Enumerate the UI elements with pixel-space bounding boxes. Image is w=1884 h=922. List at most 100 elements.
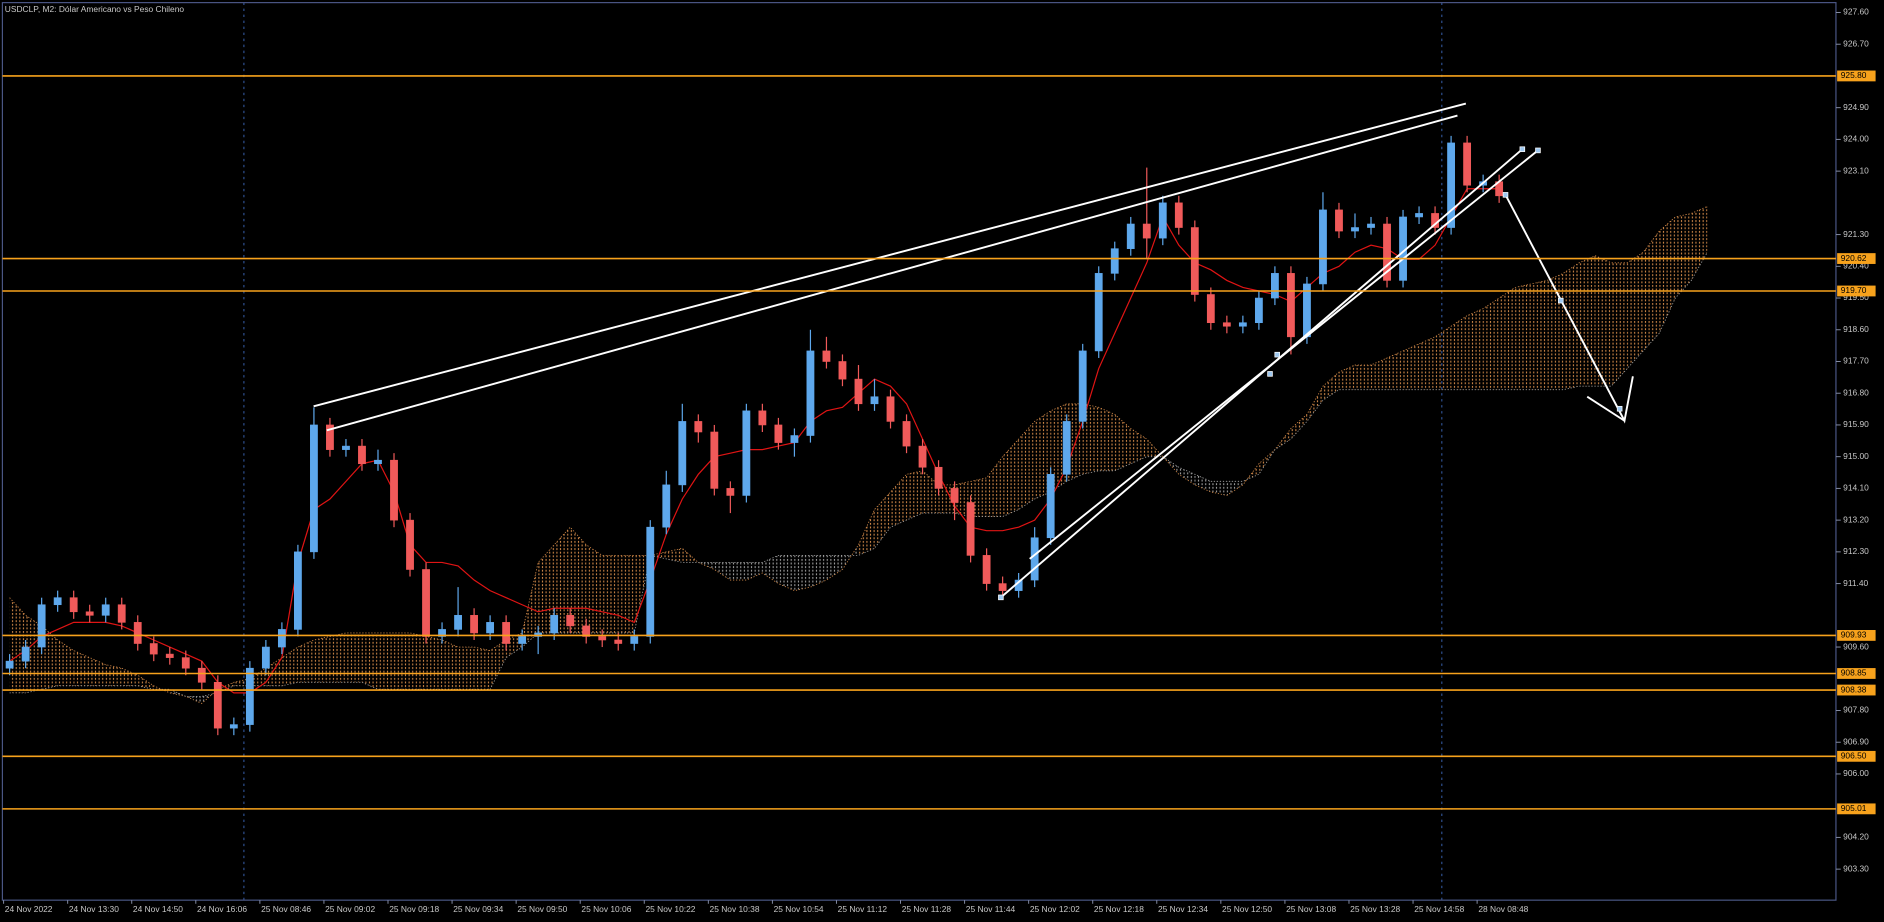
anchor-point — [1616, 405, 1623, 412]
x-tick-label: 25 Nov 11:12 — [838, 904, 888, 914]
cloud-segment — [73, 650, 90, 686]
cloud-segment — [297, 639, 314, 683]
x-tick-label: 25 Nov 12:34 — [1158, 904, 1208, 914]
cloud-segment — [329, 632, 346, 683]
cloud-segment — [570, 527, 587, 633]
cloud-segment — [1354, 365, 1372, 390]
y-tick-label: 912.30 — [1843, 546, 1869, 556]
cloud-segment — [1387, 350, 1404, 390]
cloud-boundary — [9, 251, 1708, 697]
candle-body — [181, 657, 190, 669]
y-tick-label: 911.40 — [1843, 578, 1868, 588]
cloud-segment — [1002, 439, 1019, 517]
candle-body — [630, 636, 639, 644]
cloud-segment — [1451, 315, 1468, 390]
candle-body — [758, 410, 767, 426]
candle-body — [550, 615, 559, 634]
candle-body — [678, 421, 687, 486]
x-tick-label: 25 Nov 12:50 — [1222, 904, 1272, 914]
cloud-segment — [602, 555, 619, 633]
cloud-segment — [458, 647, 475, 690]
candle-body — [1367, 223, 1375, 228]
y-tick-label: 909.60 — [1843, 641, 1869, 651]
candle-body — [1463, 142, 1472, 186]
cloud-segment — [121, 668, 138, 686]
candle-body — [1415, 213, 1423, 218]
cloud-segment — [1290, 414, 1307, 440]
candle-body — [1126, 223, 1135, 249]
candle-body — [310, 424, 318, 553]
cloud-segment — [1499, 287, 1516, 390]
anchor-point — [1519, 146, 1526, 152]
cloud-segment — [826, 555, 843, 581]
x-tick-label: 24 Nov 2022 — [5, 904, 53, 914]
candle-body — [1190, 227, 1199, 295]
candle-body — [326, 424, 334, 450]
candle-body — [566, 615, 575, 627]
candle-body — [294, 551, 302, 630]
x-tick-label: 25 Nov 09:02 — [325, 904, 375, 914]
cloud-segment — [57, 639, 74, 686]
cloud-segment — [938, 484, 955, 514]
y-tick-label: 907.80 — [1843, 705, 1869, 715]
candle-body — [998, 583, 1007, 591]
candle-body — [822, 350, 831, 362]
cloud-segment — [666, 548, 683, 563]
cloud-segment — [1178, 467, 1195, 485]
cloud-segment — [1322, 372, 1339, 401]
kijun-line — [9, 188, 1500, 694]
x-tick-label: 25 Nov 08:46 — [261, 904, 311, 914]
candle-body — [438, 629, 446, 637]
anchor-point — [1502, 192, 1509, 198]
candle-body — [117, 604, 126, 623]
cloud-segment — [1467, 308, 1484, 390]
cloud-segment — [281, 647, 298, 686]
x-tick-label: 25 Nov 12:02 — [1030, 904, 1080, 914]
level-label: 920.62 — [1841, 253, 1867, 263]
cloud-segment — [345, 632, 362, 683]
candle-body — [1030, 537, 1039, 581]
candle-body — [85, 611, 94, 616]
cloud-segment — [506, 632, 523, 658]
level-tag — [1837, 750, 1876, 762]
cloud-segment — [730, 562, 747, 581]
candle-body — [806, 350, 815, 436]
cloud-segment — [746, 562, 763, 581]
cloud-segment — [874, 491, 891, 549]
candle-body — [790, 435, 799, 443]
candle-body — [245, 667, 254, 725]
y-tick-label: 906.90 — [1843, 736, 1869, 746]
cloud-segment — [890, 474, 907, 528]
trend-line — [326, 114, 1458, 432]
candle-body — [149, 643, 158, 655]
cloud-segment — [970, 477, 987, 517]
x-tick-label: 25 Nov 12:18 — [1094, 904, 1144, 914]
level-label: 905.01 — [1841, 803, 1867, 813]
cloud-segment — [1194, 474, 1211, 492]
cloud-segment — [1371, 357, 1388, 390]
cloud-segment — [377, 632, 395, 690]
candle-body — [358, 445, 366, 465]
level-tag — [1837, 684, 1876, 696]
y-tick-label: 915.90 — [1843, 419, 1869, 429]
cloud-segment — [410, 632, 427, 690]
candle-body — [902, 421, 911, 447]
cloud-segment — [1130, 428, 1147, 464]
y-tick-label: 917.70 — [1843, 356, 1869, 366]
candle-body — [1222, 322, 1231, 327]
candle-body — [886, 396, 895, 422]
anchor-point — [1558, 297, 1564, 304]
candle-body — [694, 421, 703, 433]
x-tick-label: 28 Nov 08:48 — [1478, 904, 1528, 914]
cloud-segment — [249, 668, 266, 686]
candle-body — [21, 646, 30, 662]
x-tick-label: 25 Nov 14:58 — [1414, 904, 1464, 914]
x-tick-label: 24 Nov 16:06 — [197, 904, 247, 914]
candle-body — [934, 466, 943, 489]
level-tag — [1837, 253, 1876, 264]
candle-body — [1094, 273, 1103, 352]
cloud-segment — [313, 636, 330, 683]
